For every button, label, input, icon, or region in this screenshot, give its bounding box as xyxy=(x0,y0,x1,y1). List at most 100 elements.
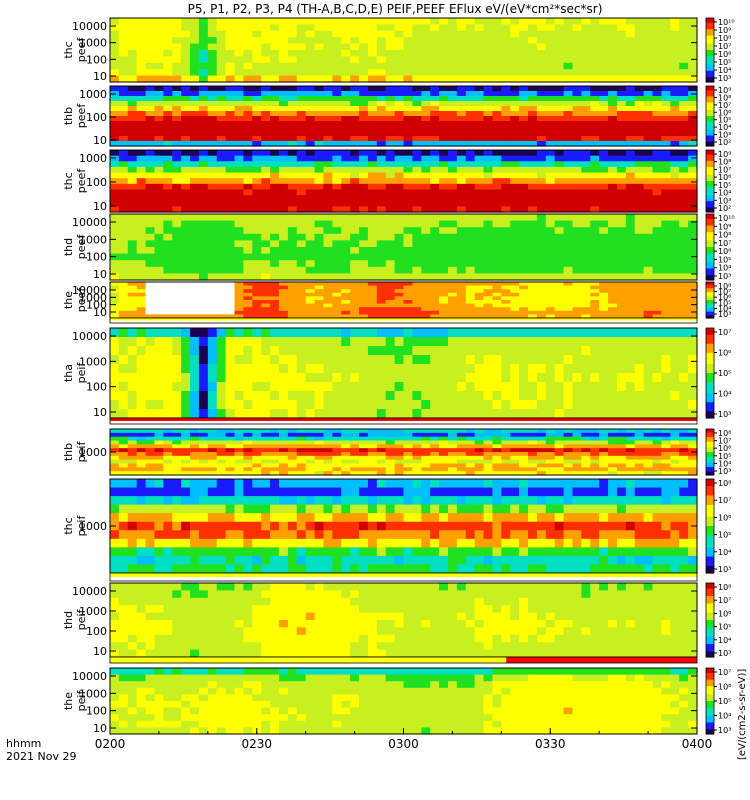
heatmap-cell xyxy=(367,86,378,92)
heatmap-cell xyxy=(510,96,520,102)
heatmap-cell xyxy=(350,116,360,122)
heatmap-cell xyxy=(367,463,378,468)
heatmap-cell xyxy=(270,455,280,461)
colorbar-tick-label: 10¹⁰ xyxy=(718,214,735,223)
heatmap-cell xyxy=(323,195,333,202)
heatmap-cell xyxy=(234,200,245,207)
heatmap-cell xyxy=(118,247,129,255)
heatmap-cell xyxy=(634,391,645,401)
heatmap-cell xyxy=(590,131,600,137)
heatmap-cell xyxy=(145,314,156,319)
heatmap-cell xyxy=(590,30,600,38)
heatmap-cell xyxy=(572,233,582,241)
heatmap-cell xyxy=(278,43,289,51)
heatmap-cell xyxy=(341,455,351,461)
heatmap-cell xyxy=(492,189,502,196)
heatmap-cell xyxy=(439,37,449,45)
heatmap-cell xyxy=(234,400,245,410)
heatmap-cell xyxy=(350,240,360,248)
heatmap-cell xyxy=(136,455,147,461)
heatmap-cell xyxy=(670,220,680,228)
heatmap-cell xyxy=(403,96,413,102)
heatmap-cell xyxy=(314,444,325,449)
heatmap-cell xyxy=(350,285,360,290)
heatmap-cell xyxy=(483,296,494,301)
heatmap-cell xyxy=(305,452,316,457)
heatmap-cell xyxy=(198,150,209,157)
heatmap-cell xyxy=(679,409,689,419)
heatmap-cell xyxy=(430,282,440,287)
heatmap-cell xyxy=(296,292,307,297)
heatmap-cell xyxy=(376,328,387,338)
heatmap-cell xyxy=(447,220,458,228)
heatmap-cell xyxy=(394,300,405,305)
heatmap-cell xyxy=(207,62,218,70)
heatmap-cell xyxy=(243,37,253,45)
heatmap-cell xyxy=(323,432,333,438)
heatmap-cell xyxy=(314,155,325,162)
heatmap-cell xyxy=(278,471,289,476)
heatmap-cell xyxy=(207,183,218,191)
heatmap-cell xyxy=(608,189,618,196)
heatmap-cell xyxy=(136,43,147,51)
heatmap-cell xyxy=(634,131,645,137)
heatmap-cell xyxy=(439,131,449,137)
heatmap-cell xyxy=(430,189,440,196)
heatmap-cell xyxy=(163,346,173,356)
heatmap-cell xyxy=(110,69,120,77)
heatmap-cell xyxy=(661,178,671,185)
heatmap-cell xyxy=(688,178,698,185)
heatmap-cell xyxy=(430,30,440,38)
colorbar-swatch xyxy=(706,339,714,343)
heatmap-cell xyxy=(225,346,236,356)
heatmap-cell xyxy=(350,400,360,410)
heatmap-cell xyxy=(376,289,387,294)
heatmap-cell xyxy=(332,183,342,191)
heatmap-cell xyxy=(296,30,307,38)
heatmap-cell xyxy=(118,86,129,92)
heatmap-cell xyxy=(688,273,698,281)
heatmap-cell xyxy=(670,300,680,305)
heatmap-cell xyxy=(172,195,182,202)
heatmap-cell xyxy=(225,467,236,472)
heatmap-cell xyxy=(661,155,671,162)
colorbar-tick-label: 10³ xyxy=(718,310,731,319)
heatmap-cell xyxy=(528,247,538,255)
heatmap-cell xyxy=(608,310,618,315)
heatmap-cell xyxy=(270,328,280,338)
heatmap-cell xyxy=(145,260,156,268)
heatmap-cell xyxy=(465,346,476,356)
heatmap-cell xyxy=(376,166,387,174)
heatmap-cell xyxy=(625,195,636,202)
heatmap-cell xyxy=(643,172,654,179)
heatmap-cell xyxy=(234,436,245,442)
heatmap-cell xyxy=(287,206,298,213)
heatmap-cell xyxy=(519,300,529,305)
heatmap-cell xyxy=(545,206,556,213)
heatmap-cell xyxy=(456,253,467,261)
heatmap-cell xyxy=(456,240,467,248)
heatmap-cell xyxy=(501,136,511,142)
heatmap-cell xyxy=(634,101,645,107)
colorbar-swatch xyxy=(706,238,714,241)
heatmap-cell xyxy=(661,364,671,374)
heatmap-cell xyxy=(625,172,636,179)
heatmap-cell xyxy=(590,18,600,25)
heatmap-cell xyxy=(278,440,289,445)
heatmap-cell xyxy=(519,266,529,274)
heatmap-cell xyxy=(465,373,476,383)
heatmap-cell xyxy=(608,37,618,45)
heatmap-cell xyxy=(528,310,538,315)
heatmap-cell xyxy=(270,69,280,77)
heatmap-cell xyxy=(581,328,591,338)
heatmap-cell xyxy=(590,214,600,222)
heatmap-cell xyxy=(625,233,636,241)
heatmap-cell xyxy=(616,200,627,207)
heatmap-cell xyxy=(474,310,485,315)
heatmap-cell xyxy=(456,220,467,228)
heatmap-cell xyxy=(563,314,574,319)
heatmap-cell xyxy=(314,436,325,442)
heatmap-cell xyxy=(296,382,307,392)
heatmap-cell xyxy=(625,155,636,162)
heatmap-cell xyxy=(118,429,129,434)
